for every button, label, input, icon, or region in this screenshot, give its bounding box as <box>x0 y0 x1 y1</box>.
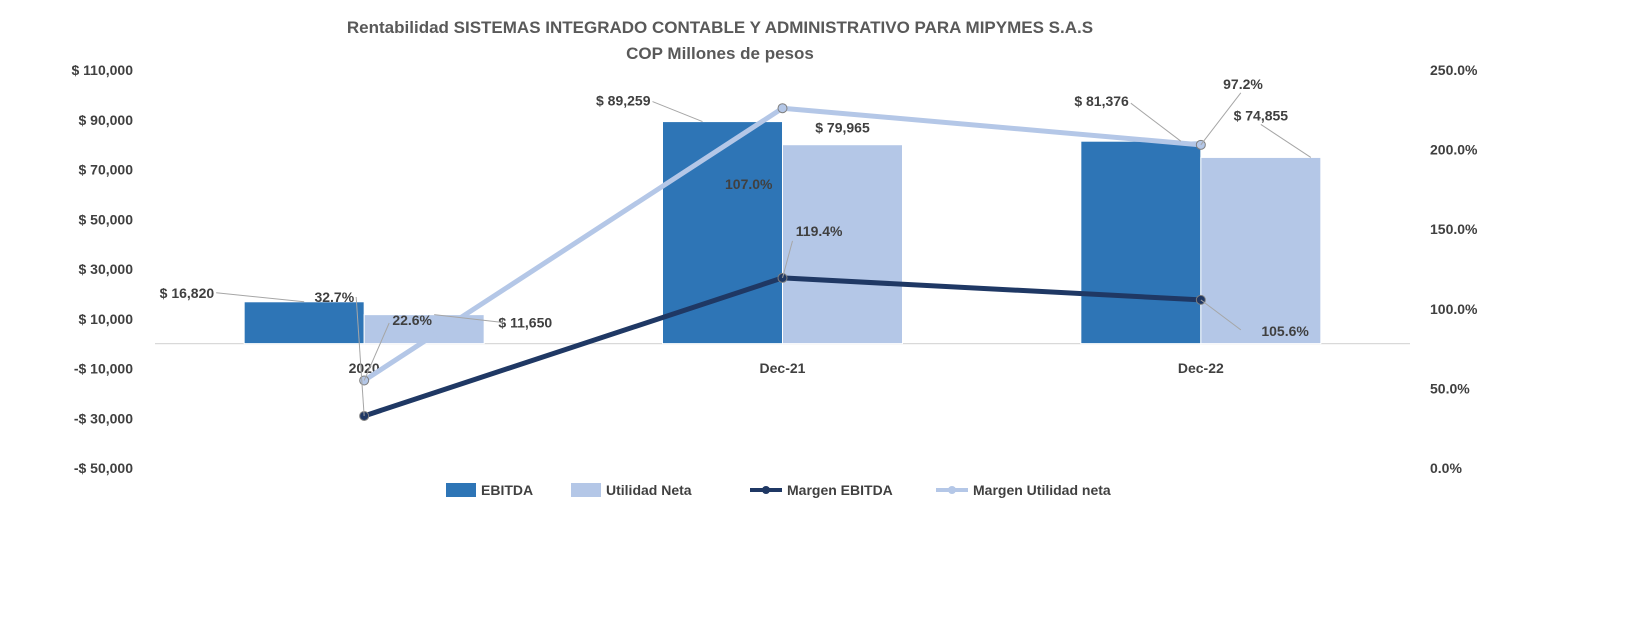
axes: $ 110,000 $ 90,000 $ 70,000 $ 50,000 $ 30,00… <box>71 62 1478 476</box>
y-right-tick-label: 250.0% <box>1430 62 1478 78</box>
y-right-tick-label: 150.0% <box>1430 221 1478 237</box>
leader-line <box>782 240 793 279</box>
bar <box>662 121 783 345</box>
data-label: $ 74,855 <box>1234 107 1289 123</box>
y-left-tick-label: -$ 50,000 <box>74 460 133 476</box>
data-label: $ 16,820 <box>160 285 215 301</box>
line-point <box>777 103 788 114</box>
bar <box>1080 140 1202 345</box>
legend-swatch <box>571 483 601 497</box>
leader-line <box>355 296 365 416</box>
data-label: 32.7% <box>314 289 354 305</box>
data-label: 107.0% <box>725 176 773 192</box>
y-left-tick-label: $ 90,000 <box>79 112 134 128</box>
bar <box>243 301 365 345</box>
data-label: 22.6% <box>392 312 432 328</box>
y-left-tick-label: $ 50,000 <box>79 211 134 227</box>
data-label: $ 81,376 <box>1074 93 1129 109</box>
legend: EBITDA Utilidad Neta Margen EBITDA Margen U… <box>446 482 1111 498</box>
y-left-tick-label: $ 110,000 <box>71 62 133 78</box>
y-left-tick-label: $ 10,000 <box>79 311 134 327</box>
y-right-tick-label: 200.0% <box>1430 142 1478 158</box>
y-left-tick-label: -$ 10,000 <box>74 361 133 377</box>
y-left-tick-label: $ 70,000 <box>79 162 134 178</box>
data-label: $ 89,259 <box>596 93 651 109</box>
legend-label: Margen Utilidad neta <box>973 482 1111 498</box>
bar <box>1200 156 1322 345</box>
leader-line <box>363 322 390 381</box>
x-tick-label: 2020 <box>349 360 380 376</box>
y-left-tick-label: $ 30,000 <box>79 261 134 277</box>
legend-label: EBITDA <box>481 482 533 498</box>
leader-line <box>1200 299 1242 331</box>
x-tick-label: Dec-22 <box>1178 360 1224 376</box>
x-tick-label: Dec-21 <box>760 360 806 376</box>
y-right-tick-label: 0.0% <box>1430 460 1462 476</box>
legend-label: Utilidad Neta <box>606 482 692 498</box>
leader-line <box>652 101 703 123</box>
leader-line <box>1200 92 1242 146</box>
data-labels: $ 16,820 $ 89,259 $ 81,376 $ 11,650 $ 79,965… <box>160 76 1312 416</box>
chart-title: Rentabilidad SISTEMAS INTEGRADO CONTABLE… <box>347 18 1093 37</box>
leader-line <box>1260 124 1312 158</box>
legend-marker <box>948 486 956 494</box>
leader-line <box>216 292 305 303</box>
data-label: 105.6% <box>1261 323 1309 339</box>
data-label: $ 79,965 <box>815 120 870 136</box>
data-label: 119.4% <box>796 223 843 239</box>
legend-marker <box>762 486 770 494</box>
bars <box>243 121 1322 345</box>
legend-label: Margen EBITDA <box>787 482 893 498</box>
chart-subtitle: COP Millones de pesos <box>626 44 814 63</box>
y-left-tick-label: -$ 30,000 <box>74 410 133 426</box>
legend-swatch <box>446 483 476 497</box>
y-right-tick-label: 100.0% <box>1430 301 1478 317</box>
y-right-tick-label: 50.0% <box>1430 380 1470 396</box>
data-label: $ 11,650 <box>498 315 552 331</box>
leader-line <box>434 314 505 324</box>
bar <box>782 144 903 345</box>
data-label: 97.2% <box>1223 76 1263 92</box>
leader-line <box>1130 102 1182 142</box>
